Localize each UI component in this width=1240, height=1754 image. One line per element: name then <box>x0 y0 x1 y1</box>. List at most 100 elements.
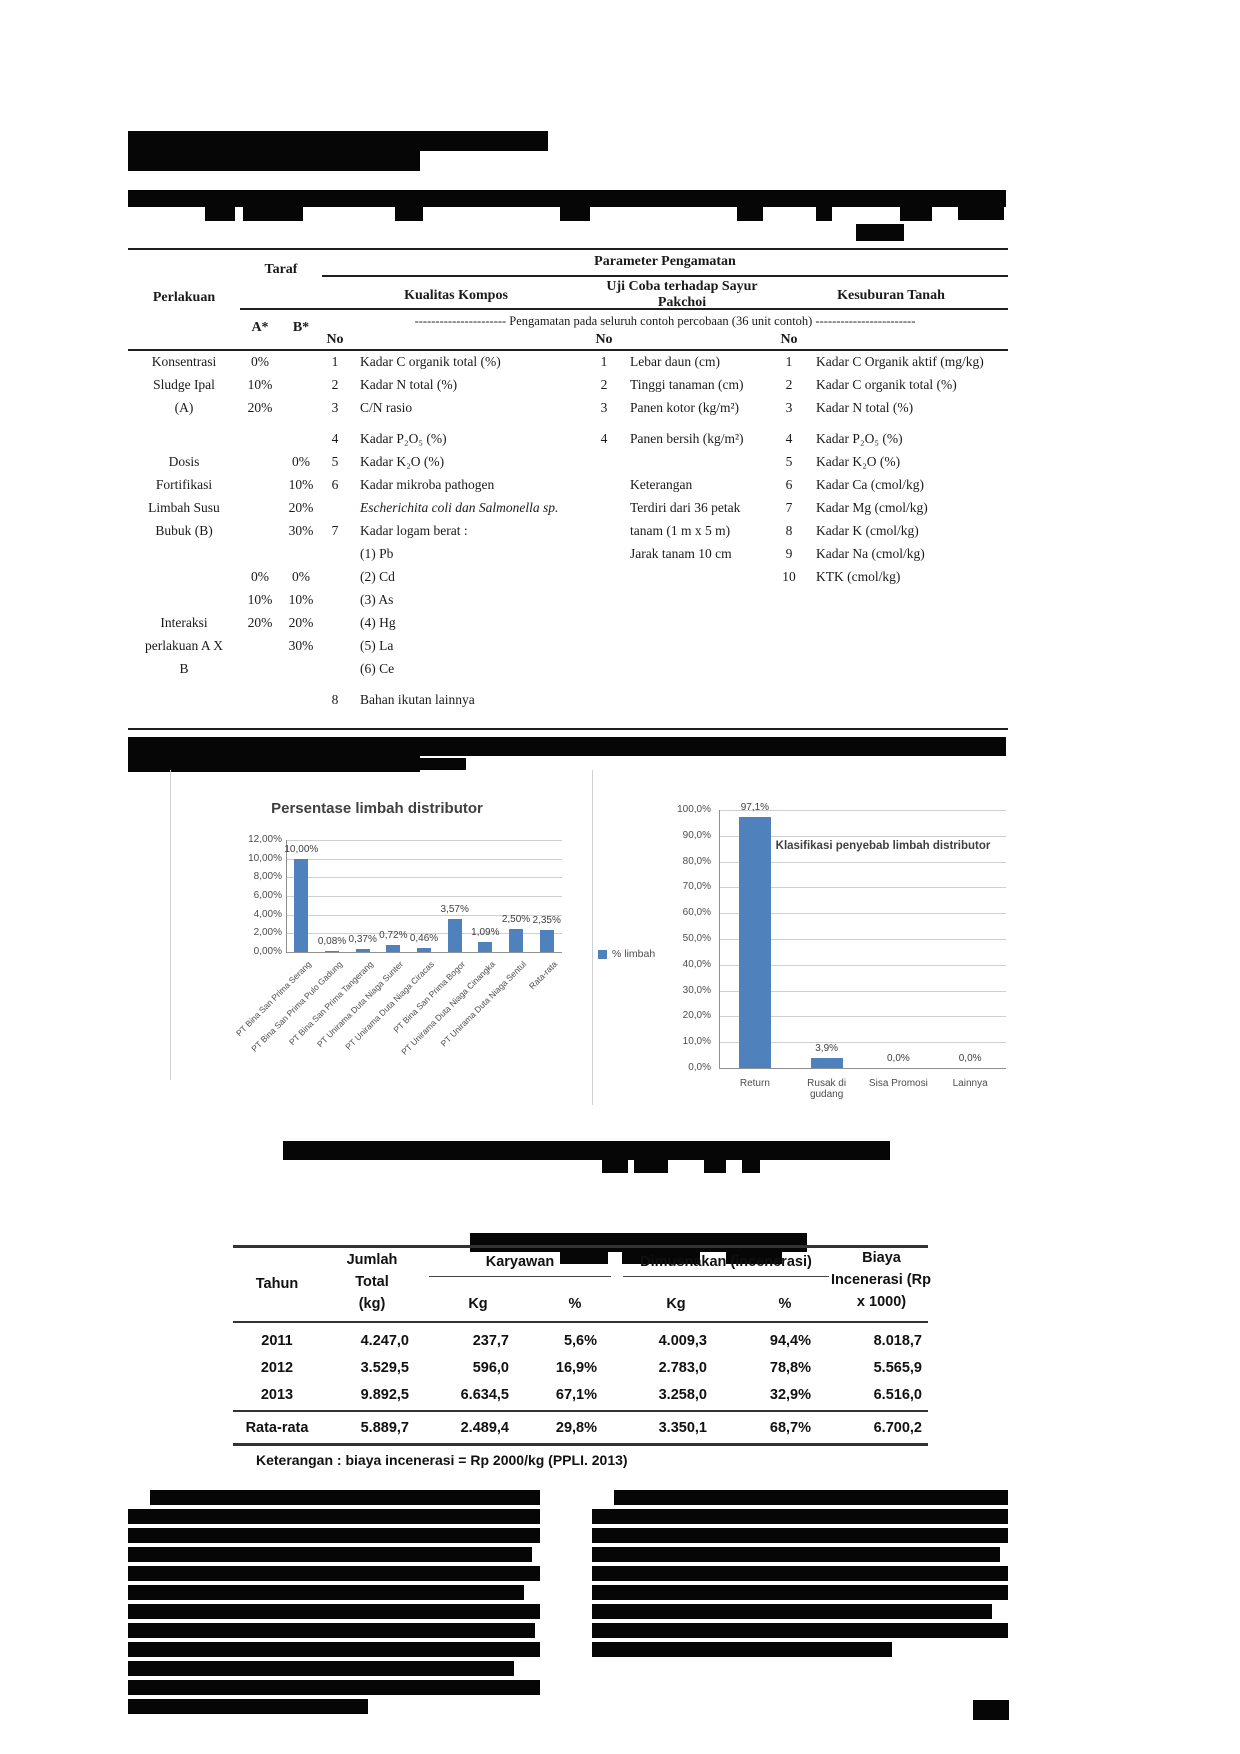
param-table-row: 10% 10% (3) As <box>128 592 1008 615</box>
col-header-pct-dimusnakan: % <box>778 1296 792 1312</box>
bar <box>539 930 554 952</box>
limbah-table-cell: 5,6% <box>563 1332 597 1349</box>
col-header-jumlah-l2: Total <box>355 1274 389 1290</box>
param-table-cell: Kadar K₂O (%) <box>360 454 445 469</box>
param-table-cell <box>280 546 322 569</box>
param-table-cell <box>240 523 280 546</box>
param-table-cell <box>590 661 618 684</box>
param-table-cell <box>590 638 618 661</box>
x-axis-category-label: Rata-rata <box>526 959 559 992</box>
param-table-cell: 10% <box>247 377 273 392</box>
param-table-cell: 6 <box>331 477 339 492</box>
col-header-jumlah: Jumlah <box>346 1252 398 1268</box>
param-table-cell: 6 <box>785 477 793 492</box>
param-table-cell: 3 <box>331 400 339 415</box>
param-table-cell <box>240 661 280 684</box>
param-table-cell: (5) La <box>360 638 394 653</box>
param-table-cell <box>618 638 774 661</box>
param-table-cell: Kadar P₂O₅ (%) <box>816 431 903 446</box>
bar <box>294 859 309 952</box>
param-table-cell <box>804 638 1008 661</box>
bar <box>447 919 462 952</box>
param-table-cell <box>280 377 322 400</box>
param-table-cell <box>322 592 348 615</box>
param-table-cell: 10 <box>782 569 796 584</box>
limbah-table-cell: 3.529,5 <box>360 1359 409 1376</box>
limbah-table-row: Rata-rata 5.889,7 2.489,4 29,8% 3.350,1 68,7%… <box>233 1414 928 1441</box>
col-header-biaya-l2: Incenerasi (Rp <box>831 1272 931 1288</box>
param-table-cell: Bahan ikutan lainnya <box>360 692 475 707</box>
header-rule-bottom <box>233 1321 928 1323</box>
gridline <box>286 858 562 860</box>
redacted-text-bar <box>560 207 590 221</box>
y-axis-tick-label: 4,00% <box>253 908 282 920</box>
col-header-karyawan: Karyawan <box>485 1254 555 1270</box>
param-table-cell: (3) As <box>360 592 394 607</box>
param-table-cell <box>240 500 280 523</box>
figure-limbah-distributor: Persentase limbah distributor 12,00% 10,0… <box>170 770 583 1080</box>
param-table-cell: tanam (1 m x 5 m) <box>630 523 731 538</box>
param-table-cell: Jarak tanam 10 cm <box>630 546 732 561</box>
limbah-table-cell: Rata-rata <box>245 1419 309 1436</box>
param-table-cell: (A) <box>174 400 194 415</box>
param-table-cell: 4 <box>600 431 608 446</box>
legend-label: % limbah <box>612 948 656 960</box>
param-table-cell: Kadar Na (cmol/kg) <box>816 546 925 561</box>
param-table-cell <box>804 692 1008 715</box>
col-header-jumlah-l3: (kg) <box>358 1296 386 1312</box>
redacted-text-bar <box>128 1585 524 1600</box>
group-rule-dimusnakan <box>623 1276 829 1278</box>
limbah-table-cell: 67,1% <box>555 1386 597 1403</box>
param-table-cell <box>804 592 1008 615</box>
gridline <box>719 835 1006 837</box>
param-table-cell <box>618 454 774 477</box>
x-axis-category-label: Rusak di gudang <box>807 1078 847 1100</box>
param-table-cell <box>590 569 618 592</box>
table-border-top <box>128 248 1008 250</box>
param-table-cell: 8 <box>331 692 339 707</box>
param-table-cell <box>322 661 348 684</box>
x-axis-category-label: Return <box>739 1078 770 1089</box>
param-table-cell <box>240 454 280 477</box>
param-table-cell: 20% <box>288 500 314 515</box>
gridline <box>286 914 562 916</box>
param-table-cell <box>128 431 240 454</box>
param-table-cell: C/N rasio <box>360 400 413 415</box>
limbah-table-cell: 5.889,7 <box>360 1419 409 1436</box>
param-table-cell: Konsentrasi <box>151 354 217 369</box>
chart-title: Klasifikasi penyebab limbah distributor <box>775 840 991 852</box>
param-table-row: 4 Kadar P₂O₅ (%) 4 Panen bersih (kg/m²) 4 Kad… <box>128 431 1008 454</box>
param-table-row: (1) Pb Jarak tanam 10 cm 9 Kadar Na (cmol/k… <box>128 546 1008 569</box>
limbah-table-cell: 29,8% <box>555 1419 597 1436</box>
redacted-text-bar <box>816 207 832 221</box>
param-table-cell <box>618 615 774 638</box>
param-table-cell: 5 <box>785 454 793 469</box>
redacted-text-bar <box>592 1509 1008 1524</box>
group-rule-karyawan <box>429 1276 611 1278</box>
limbah-table-cell: 78,8% <box>769 1359 811 1376</box>
y-axis-tick-label: 50,0% <box>682 933 711 944</box>
param-table-cell: Bubuk (B) <box>155 523 213 538</box>
bar-value-label: 0,08% <box>317 936 347 947</box>
chart-title: Persentase limbah distributor <box>271 800 483 817</box>
gridline <box>719 810 1006 811</box>
redacted-text-bar <box>958 207 1004 220</box>
limbah-table-row: 2011 4.247,0 237,7 5,6% 4.009,3 94,4% 8.018,7 <box>233 1327 928 1354</box>
header-rule-bottom <box>128 349 1008 351</box>
param-table-cell <box>618 592 774 615</box>
param-table-cell: perlakuan A X <box>145 638 223 653</box>
param-table-cell: Sludge Ipal <box>153 377 215 392</box>
param-table-cell <box>128 546 240 569</box>
param-table-cell: 3 <box>600 400 608 415</box>
redacted-text-bar <box>592 1604 992 1619</box>
param-table-cell <box>618 569 774 592</box>
col-header-biaya-l3: x 1000) <box>856 1294 907 1310</box>
col-header-pct-karyawan: % <box>568 1296 582 1312</box>
param-table-cell: 1 <box>785 354 793 369</box>
parameter-table: Parameter Pengamatan Perlakuan Taraf Kua… <box>128 248 1008 732</box>
param-table-row: B (6) Ce <box>128 661 1008 684</box>
redacted-text-bar <box>900 207 932 221</box>
redacted-text-bar <box>856 224 904 241</box>
y-axis-tick-label: 60,0% <box>682 907 711 919</box>
col-header-taraf: Taraf <box>264 262 298 277</box>
